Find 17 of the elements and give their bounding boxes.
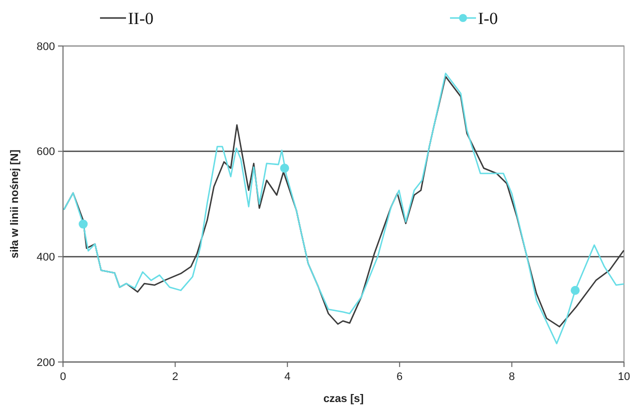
y-tick-label: 200: [36, 356, 55, 369]
x-tick-label: 0: [60, 371, 66, 383]
x-axis-title: czas [s]: [323, 393, 364, 405]
x-tick-label: 2: [172, 371, 178, 383]
x-tick-label: 10: [618, 371, 630, 383]
x-tick-label: 6: [396, 371, 403, 383]
y-tick-label: 800: [36, 40, 55, 53]
y-tick-label: 400: [36, 252, 55, 264]
point: [78, 220, 88, 229]
x-tick-label: 8: [508, 371, 515, 383]
legend-label: II-0: [128, 8, 154, 28]
y-axis-title: siła w linii nośnej [N]: [9, 149, 21, 258]
x-tick-label: 4: [284, 371, 290, 383]
legend-label: I-0: [478, 8, 498, 28]
point: [280, 164, 290, 173]
y-tick-label: 600: [36, 146, 55, 158]
point: [570, 286, 580, 295]
